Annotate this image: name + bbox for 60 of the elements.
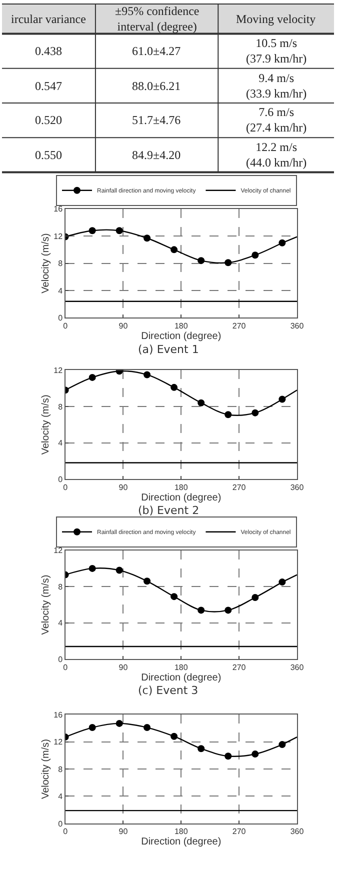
x-tick-label: 90 bbox=[118, 482, 128, 492]
x-tick-label: 360 bbox=[290, 662, 304, 672]
x-tick-label: 270 bbox=[232, 662, 246, 672]
y-axis-title: Velocity (m/s) bbox=[40, 739, 52, 800]
text: 0.547 bbox=[35, 79, 62, 93]
y-tick-label: 4 bbox=[58, 286, 64, 296]
text: 0.550 bbox=[35, 148, 62, 162]
text: 10.5 m/s (37.9 km/hr) bbox=[246, 36, 307, 66]
x-tick-label: 360 bbox=[290, 321, 304, 330]
x-axis-title: Direction (degree) bbox=[141, 836, 222, 848]
text: 51.7±4.76 bbox=[132, 113, 181, 127]
x-tick-label: 270 bbox=[232, 827, 246, 836]
y-tick-label: 8 bbox=[58, 402, 64, 412]
x-tick-label: 180 bbox=[174, 321, 188, 330]
x-axis-title: Direction (degree) bbox=[141, 672, 222, 684]
text: 61.0±4.27 bbox=[132, 44, 181, 58]
y-tick-label: 8 bbox=[58, 764, 64, 774]
y-tick-label: 0 bbox=[58, 474, 64, 484]
text: 7.6 m/s (27.4 km/hr) bbox=[246, 105, 307, 135]
y-tick-label: 8 bbox=[58, 259, 64, 268]
x-tick-label: 360 bbox=[290, 482, 304, 492]
text: 0.520 bbox=[35, 113, 62, 127]
y-tick-label: 12 bbox=[54, 546, 64, 556]
y-axis-title: Velocity (m/s) bbox=[40, 574, 52, 635]
x-tick-label: 270 bbox=[232, 321, 246, 330]
y-axis-title: Velocity (m/s) bbox=[40, 394, 52, 455]
y-tick-label: 0 bbox=[58, 654, 64, 664]
y-tick-label: 4 bbox=[58, 438, 64, 448]
text: 88.0±6.21 bbox=[132, 79, 181, 93]
y-axis-title: Velocity (m/s) bbox=[40, 233, 52, 294]
text: 9.4 m/s (33.9 km/hr) bbox=[246, 71, 307, 101]
y-tick-label: 16 bbox=[54, 710, 64, 720]
x-tick-label: 270 bbox=[232, 482, 246, 492]
y-tick-label: 4 bbox=[58, 618, 64, 628]
x-axis-title: Direction (degree) bbox=[141, 330, 222, 342]
y-tick-label: 0 bbox=[58, 819, 64, 828]
y-tick-label: 12 bbox=[54, 738, 64, 747]
y-tick-label: 16 bbox=[54, 204, 64, 214]
text: 12.2 m/s (44.0 km/hr) bbox=[246, 140, 307, 170]
x-tick-label: 90 bbox=[118, 662, 128, 672]
y-tick-label: 12 bbox=[54, 366, 64, 375]
y-tick-label: 0 bbox=[58, 314, 64, 323]
y-tick-label: 4 bbox=[58, 792, 64, 802]
text: 84.9±4.20 bbox=[132, 148, 181, 162]
text: (a) Event 1 bbox=[138, 343, 199, 356]
y-tick-label: 12 bbox=[54, 232, 64, 241]
x-tick-label: 180 bbox=[174, 827, 188, 836]
x-axis-title: Direction (degree) bbox=[141, 492, 222, 504]
text: (c) Event 3 bbox=[138, 684, 198, 697]
y-tick-label: 8 bbox=[58, 582, 64, 592]
x-tick-label: 360 bbox=[290, 827, 304, 836]
text: Moving velocity bbox=[236, 12, 316, 26]
x-tick-label: 180 bbox=[174, 482, 188, 492]
x-tick-label: 90 bbox=[118, 827, 128, 836]
x-tick-label: 180 bbox=[174, 662, 188, 672]
text: ±95% confidence interval (degree) bbox=[115, 4, 200, 34]
text: ircular variance bbox=[11, 12, 86, 26]
text: (b) Event 2 bbox=[138, 504, 200, 517]
x-tick-label: 90 bbox=[118, 321, 128, 330]
text: 0.438 bbox=[35, 44, 62, 58]
